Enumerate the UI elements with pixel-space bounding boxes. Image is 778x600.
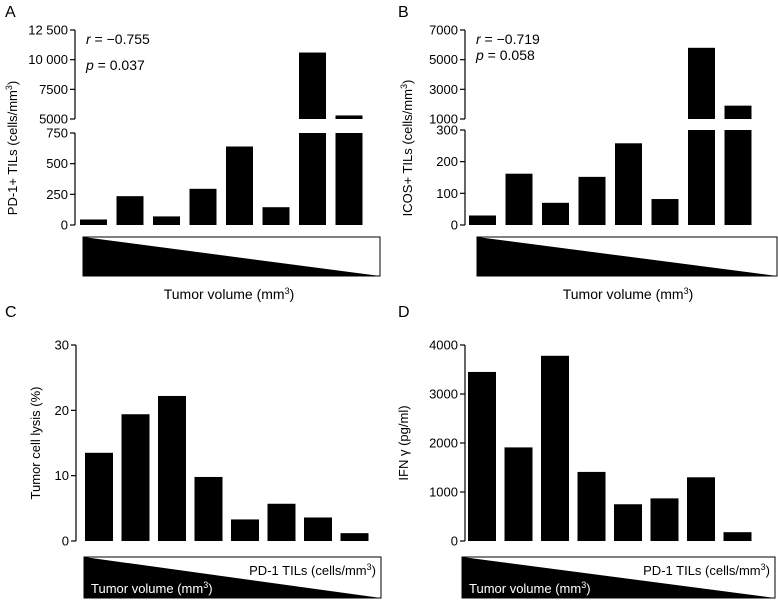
y-tick-label: 12 500 [28,23,68,38]
bar-lower-part [724,130,752,225]
panel-letter-d: D [398,304,410,321]
panel-letter-b: B [398,4,409,21]
bar-upper-part [299,52,326,120]
bar-lower-part [335,133,363,225]
bar [687,477,715,541]
y-tick-label: 2000 [429,436,458,451]
bar [262,207,290,225]
y-tick-label: 0 [62,534,69,549]
p-value: p = 0.058 [475,47,535,63]
bar [541,355,569,541]
bar [158,395,186,541]
y-tick-label: 0 [451,218,458,233]
tumor-volume-wedge [84,557,381,598]
bar [504,447,533,541]
y-tick-label: 300 [436,123,458,138]
bar-upper-part [724,105,752,119]
correlation-r: r = −0.755 [86,31,150,47]
bar [153,216,180,225]
bar [80,219,107,225]
bar [577,471,606,541]
y-tick-label: 0 [61,218,68,233]
y-tick-label: 0 [451,534,458,549]
p-value: p = 0.037 [85,57,145,73]
y-axis-label: ICOS+ TILs (cells/mm3) [399,80,415,217]
y-tick-label: 10 000 [28,52,68,67]
bar [304,517,332,541]
y-tick-label: 100 [436,186,458,201]
bar [194,476,223,541]
bar [267,503,296,541]
wedge-label-pd1-tils: PD-1 TILs (cells/mm3) [643,562,770,578]
y-axis-label: Tumor cell lysis (%) [28,387,43,500]
y-tick-label: 10 [55,468,69,483]
y-tick-label: 7000 [429,23,458,38]
y-tick-label: 3000 [429,387,458,402]
bar [121,414,150,541]
bar [614,504,642,541]
panel-d: D 0 1000 2000 3000 4000 IFN γ (pg/ml) PD-1 TILs… [396,304,776,599]
bar [231,519,259,541]
y-tick-label: 20 [55,403,69,418]
bar [505,173,533,225]
y-tick-label: 4000 [429,338,458,353]
y-axis-label: IFN γ (pg/ml) [396,405,411,480]
bar-lower-part [688,130,715,225]
y-tick-label: 750 [46,126,68,141]
bar [189,188,217,225]
bar [85,452,113,541]
y-tick-label: 30 [55,338,69,353]
bar [116,196,144,225]
y-tick-label: 5000 [39,112,68,127]
panel-letter-c: C [5,304,17,321]
bar [468,371,496,541]
bar [469,215,496,225]
y-tick-label: 500 [46,156,68,171]
panel-letter-a: A [5,4,16,21]
bar-lower-part [299,133,326,225]
wedge-label-tumor-volume: Tumor volume (mm3) [469,580,591,596]
bar [723,532,752,541]
x-axis-label: Tumor volume (mm3) [164,286,295,302]
wedge-frame [476,236,778,277]
y-tick-label: 1000 [429,485,458,500]
bar [542,202,569,225]
y-tick-label: 7500 [39,82,68,97]
bar [578,176,606,225]
correlation-r: r = −0.719 [476,31,540,47]
y-tick-label: 250 [46,187,68,202]
bar [340,533,369,541]
y-tick-label: 1000 [429,112,458,127]
bar [650,498,679,541]
panel-c: C 0 10 20 30 Tumor cell lysis (%) PD-1 TILs (c… [5,304,382,599]
bar [651,199,679,225]
y-tick-label: 3000 [429,82,458,97]
bar-upper-part [688,47,715,119]
wedge-label-tumor-volume: Tumor volume (mm3) [91,580,213,596]
tumor-volume-wedge [462,557,775,598]
y-tick-label: 5000 [429,52,458,67]
wedge-frame [82,236,381,277]
tumor-volume-wedge [83,237,380,276]
x-axis-label: Tumor volume (mm3) [563,286,694,302]
bar-upper-part [335,115,363,119]
y-tick-label: 200 [436,154,458,169]
bar [615,143,642,225]
tumor-volume-wedge [477,237,777,276]
y-axis-label: PD-1+ TILs (cells/mm3) [4,81,20,215]
bar [226,146,253,225]
wedge-label-pd1-tils: PD-1 TILs (cells/mm3) [249,562,376,578]
